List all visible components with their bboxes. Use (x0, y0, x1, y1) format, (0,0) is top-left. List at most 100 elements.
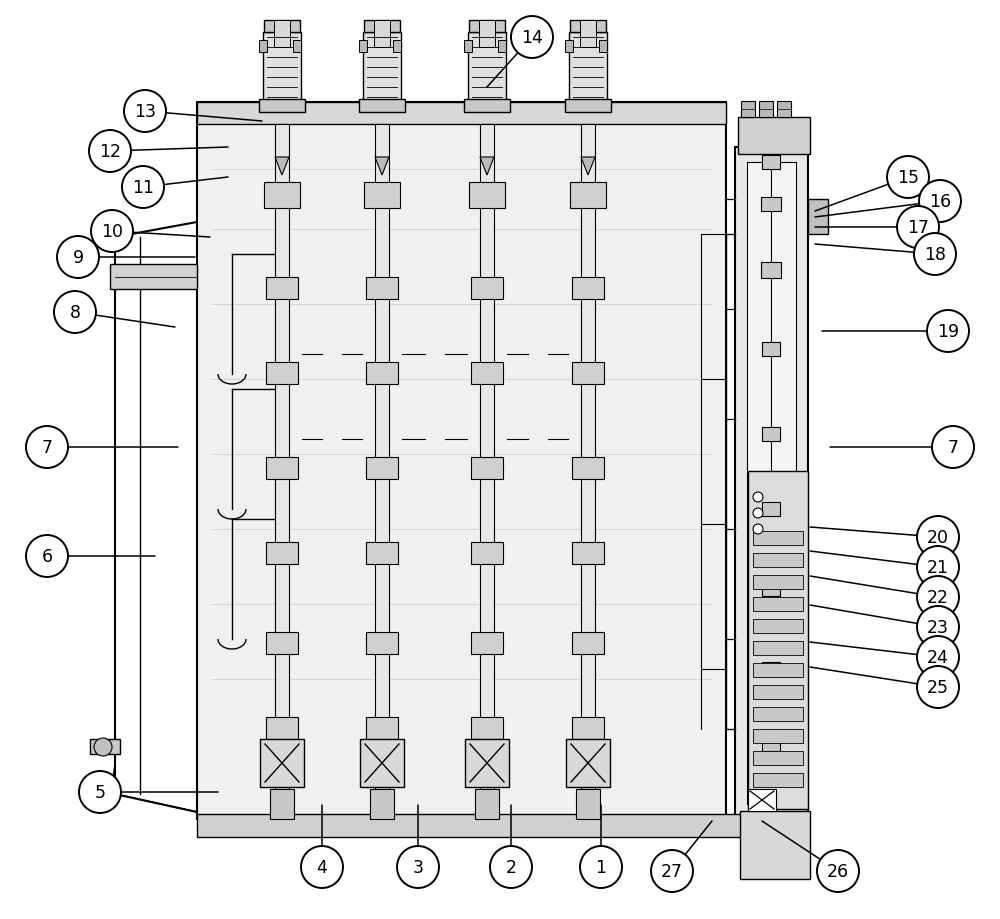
Text: 2: 2 (506, 858, 516, 876)
Polygon shape (393, 41, 401, 53)
Text: 3: 3 (413, 858, 424, 876)
Polygon shape (572, 363, 604, 384)
Polygon shape (197, 103, 726, 125)
Polygon shape (90, 739, 120, 754)
Polygon shape (570, 183, 606, 209)
Circle shape (94, 738, 112, 756)
Polygon shape (762, 156, 780, 170)
Polygon shape (366, 458, 398, 480)
Text: 12: 12 (99, 142, 121, 161)
Polygon shape (260, 739, 304, 788)
Polygon shape (572, 458, 604, 480)
Polygon shape (762, 663, 780, 676)
Polygon shape (266, 542, 298, 564)
Circle shape (91, 210, 133, 253)
Polygon shape (762, 503, 780, 516)
Polygon shape (580, 21, 596, 48)
Circle shape (26, 426, 68, 469)
Polygon shape (747, 163, 796, 804)
Polygon shape (565, 100, 611, 113)
Polygon shape (471, 717, 503, 739)
Polygon shape (275, 125, 289, 789)
Circle shape (914, 233, 956, 276)
Polygon shape (753, 597, 803, 611)
Polygon shape (471, 458, 503, 480)
Polygon shape (808, 199, 828, 234)
Polygon shape (465, 739, 509, 788)
Polygon shape (197, 103, 726, 819)
Polygon shape (753, 531, 803, 545)
Polygon shape (293, 41, 301, 53)
Text: 7: 7 (42, 438, 53, 457)
Polygon shape (471, 363, 503, 384)
Text: 9: 9 (72, 249, 84, 267)
Polygon shape (266, 458, 298, 480)
Text: 25: 25 (927, 678, 949, 697)
Text: 24: 24 (927, 648, 949, 666)
Text: 16: 16 (929, 193, 951, 210)
Text: 27: 27 (661, 862, 683, 880)
Polygon shape (270, 789, 294, 819)
Polygon shape (572, 542, 604, 564)
Polygon shape (748, 789, 776, 811)
Polygon shape (738, 118, 810, 154)
Circle shape (887, 157, 929, 199)
Polygon shape (576, 789, 600, 819)
Circle shape (917, 636, 959, 678)
Polygon shape (475, 789, 499, 819)
Polygon shape (360, 739, 404, 788)
Polygon shape (266, 278, 298, 300)
Text: 1: 1 (596, 858, 606, 876)
Polygon shape (498, 41, 506, 53)
Polygon shape (366, 717, 398, 739)
Polygon shape (275, 158, 289, 176)
Polygon shape (753, 619, 803, 633)
Polygon shape (741, 102, 755, 118)
Polygon shape (259, 41, 267, 53)
Polygon shape (471, 278, 503, 300)
Text: 14: 14 (521, 29, 543, 47)
Polygon shape (762, 427, 780, 441)
Circle shape (932, 426, 974, 469)
Polygon shape (266, 632, 298, 654)
Circle shape (753, 525, 763, 535)
Polygon shape (761, 263, 781, 278)
Polygon shape (566, 739, 610, 788)
Polygon shape (263, 33, 301, 108)
Circle shape (917, 666, 959, 709)
Text: 11: 11 (132, 179, 154, 197)
Polygon shape (264, 21, 300, 33)
Polygon shape (479, 21, 495, 48)
Polygon shape (110, 265, 197, 289)
Circle shape (57, 237, 99, 278)
Text: 8: 8 (70, 303, 81, 322)
Polygon shape (366, 542, 398, 564)
Polygon shape (761, 198, 781, 211)
Polygon shape (599, 41, 607, 53)
Polygon shape (753, 641, 803, 655)
Text: 20: 20 (927, 528, 949, 547)
Polygon shape (753, 773, 803, 788)
Circle shape (897, 207, 939, 249)
Circle shape (917, 607, 959, 648)
Polygon shape (753, 686, 803, 699)
Circle shape (917, 547, 959, 588)
Polygon shape (471, 542, 503, 564)
Circle shape (397, 846, 439, 888)
Circle shape (79, 771, 121, 813)
Polygon shape (375, 158, 389, 176)
Circle shape (917, 576, 959, 618)
Polygon shape (759, 102, 773, 118)
Text: 21: 21 (927, 559, 949, 576)
Circle shape (753, 508, 763, 518)
Polygon shape (370, 789, 394, 819)
Polygon shape (581, 158, 595, 176)
Polygon shape (581, 125, 595, 789)
Polygon shape (364, 21, 400, 33)
Polygon shape (259, 100, 305, 113)
Circle shape (26, 536, 68, 577)
Circle shape (511, 17, 553, 59)
Polygon shape (753, 575, 803, 589)
Circle shape (122, 167, 164, 209)
Text: 17: 17 (907, 219, 929, 237)
